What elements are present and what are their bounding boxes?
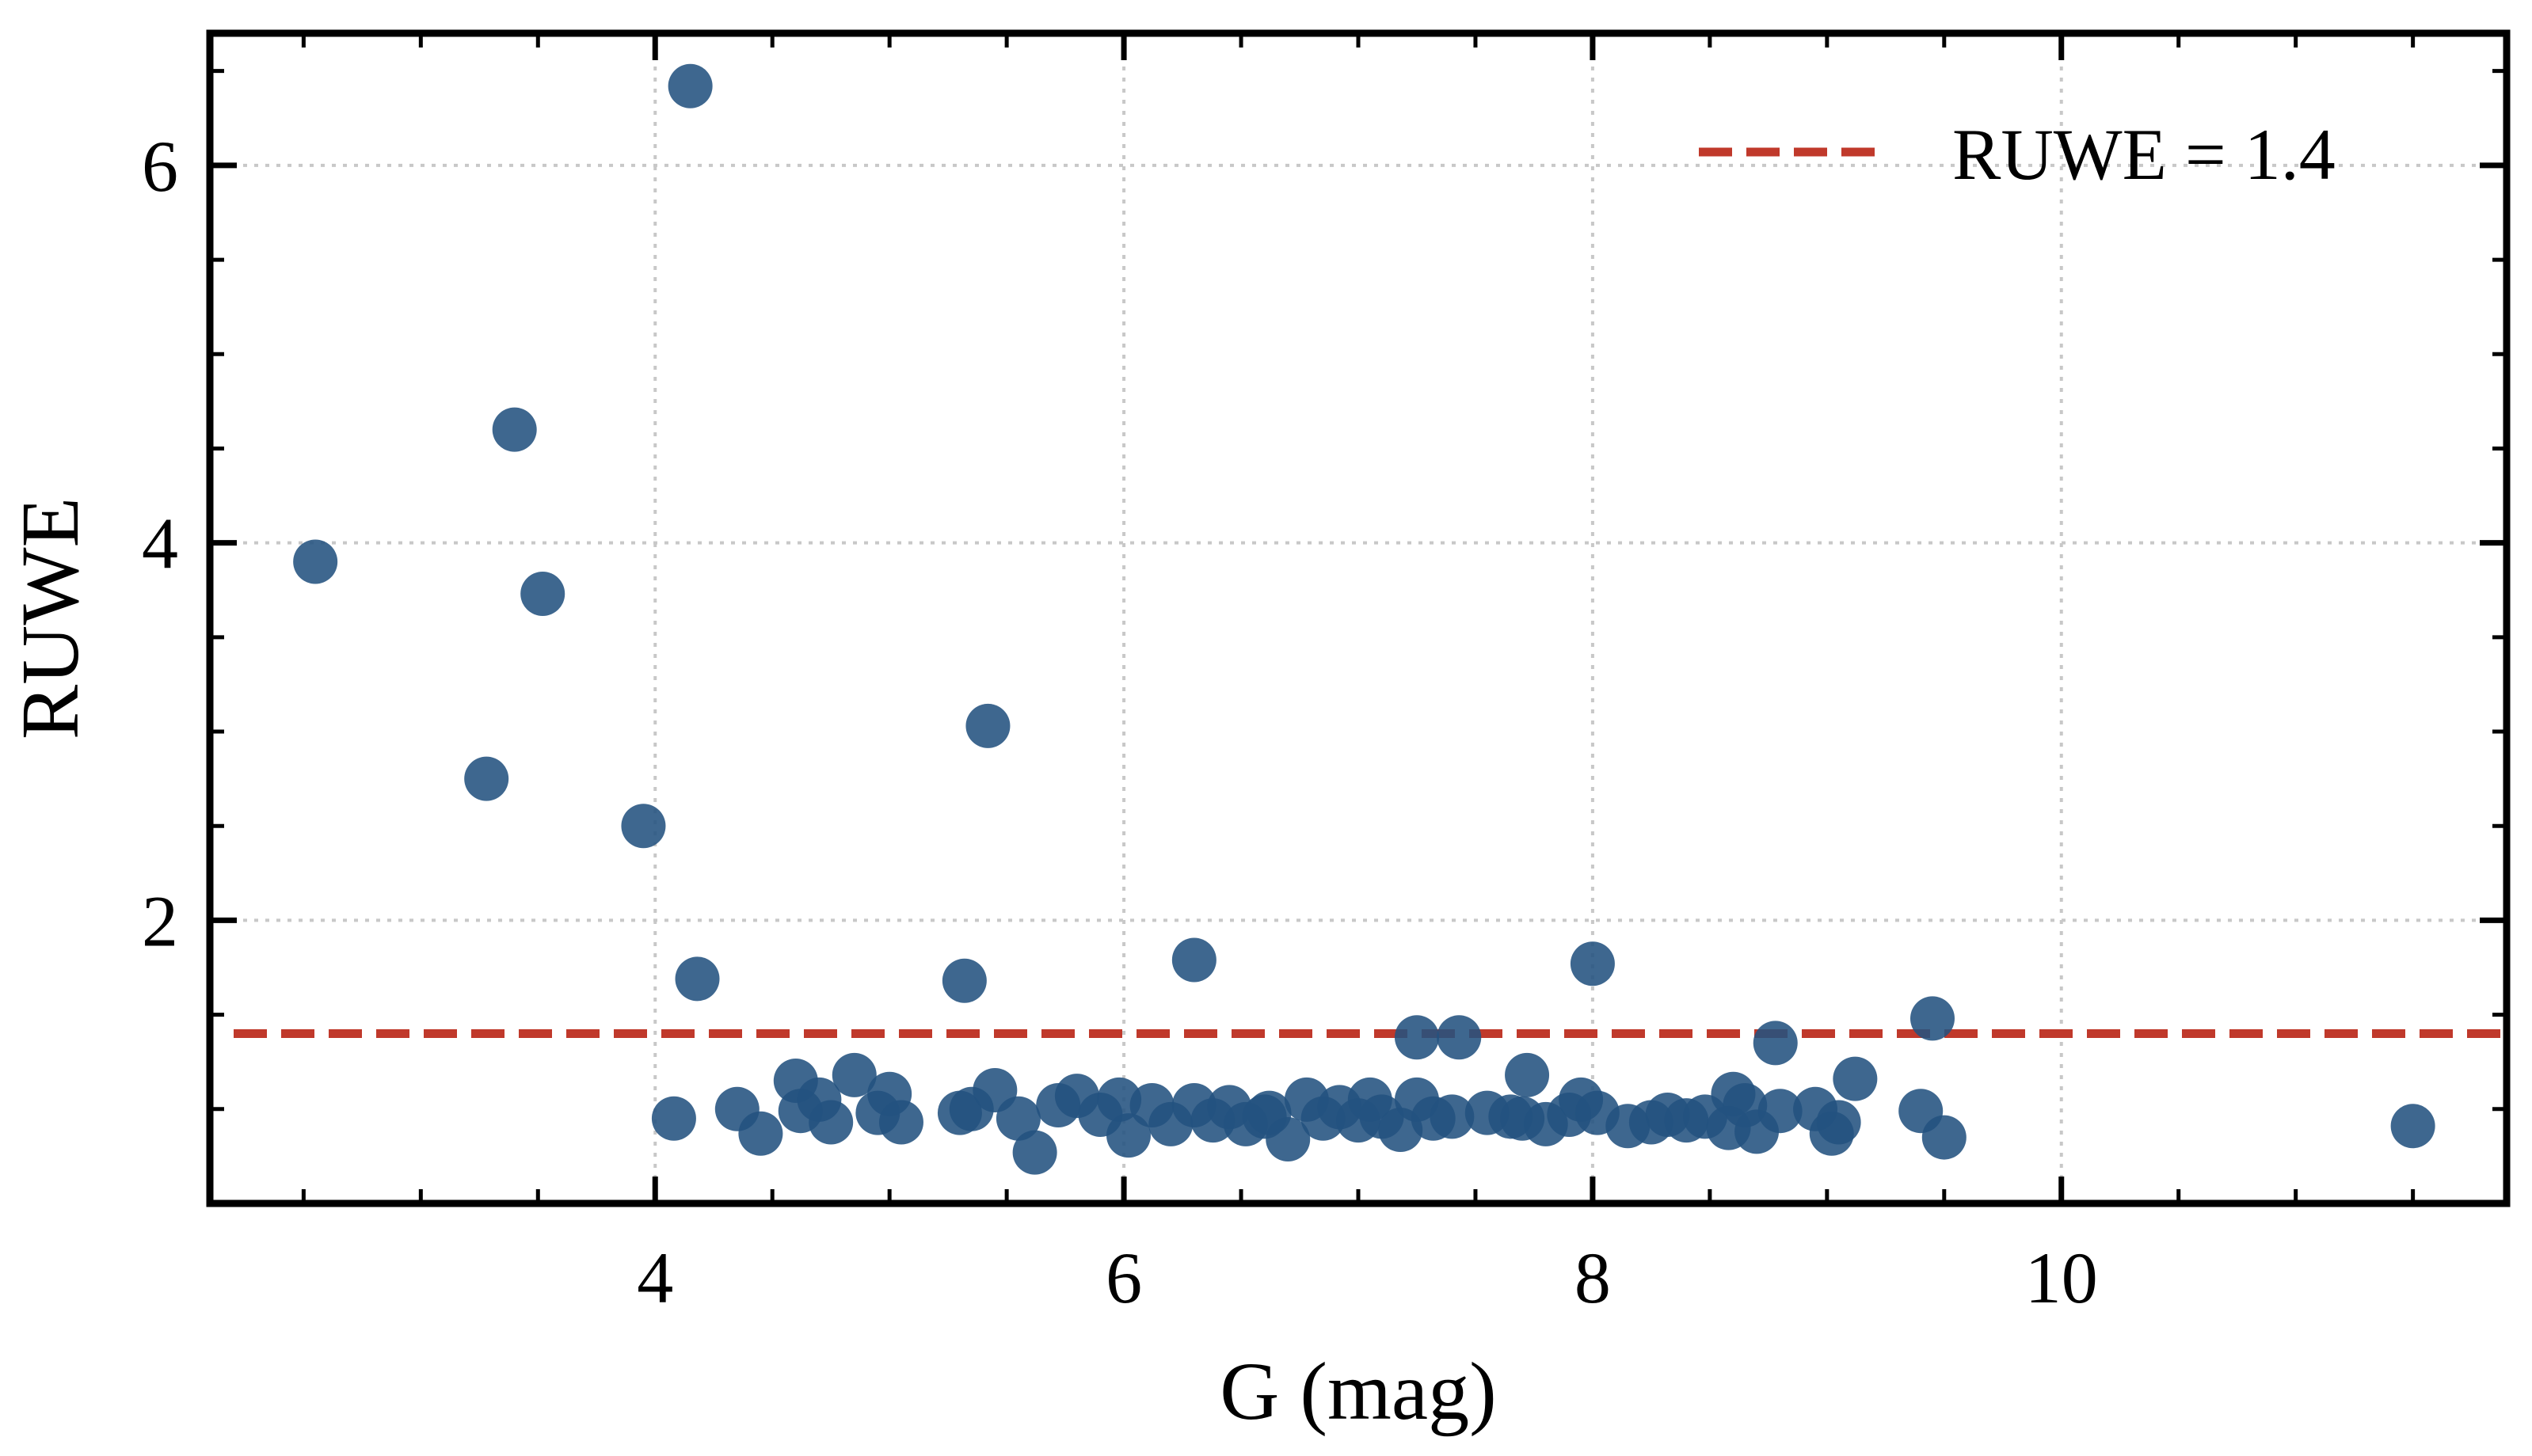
data-point bbox=[1753, 1021, 1798, 1066]
tick-labels: 4 6 8 10 2 4 6 bbox=[142, 126, 2098, 1318]
scatter-points bbox=[293, 63, 2435, 1175]
data-point bbox=[520, 572, 565, 617]
data-point bbox=[668, 63, 713, 108]
legend: RUWE = 1.4 bbox=[1699, 114, 2336, 195]
x-tick-label: 6 bbox=[1106, 1237, 1142, 1318]
y-axis-title: RUWE bbox=[5, 497, 96, 739]
x-tick-label: 8 bbox=[1574, 1237, 1611, 1318]
data-point bbox=[878, 1100, 923, 1145]
axis-ticks bbox=[210, 33, 2507, 1206]
data-point bbox=[1910, 996, 1955, 1041]
data-point bbox=[1757, 1089, 1803, 1134]
data-point bbox=[621, 804, 666, 849]
data-point bbox=[1570, 941, 1615, 987]
data-point bbox=[675, 956, 720, 1002]
legend-label: RUWE = 1.4 bbox=[1952, 114, 2336, 195]
plot-frame bbox=[206, 29, 2511, 1207]
data-point bbox=[1500, 1096, 1545, 1141]
x-axis-title: G (mag) bbox=[1220, 1346, 1496, 1437]
data-point bbox=[1106, 1113, 1151, 1158]
data-point bbox=[1430, 1094, 1475, 1139]
data-point bbox=[1505, 1052, 1550, 1097]
data-point bbox=[1394, 1015, 1439, 1060]
y-tick-label: 2 bbox=[142, 880, 178, 961]
y-tick-label: 6 bbox=[142, 126, 178, 207]
data-point bbox=[1097, 1077, 1142, 1122]
data-point bbox=[949, 1086, 994, 1131]
data-point bbox=[942, 958, 987, 1003]
data-point bbox=[832, 1052, 877, 1097]
data-point bbox=[1921, 1115, 1967, 1160]
data-point bbox=[1816, 1100, 1861, 1145]
data-point bbox=[1437, 1015, 1482, 1060]
data-point bbox=[778, 1089, 823, 1134]
x-tick-label: 4 bbox=[637, 1237, 673, 1318]
data-point bbox=[1833, 1056, 1878, 1101]
data-point bbox=[492, 407, 537, 452]
data-point bbox=[1171, 937, 1217, 983]
data-point bbox=[738, 1111, 783, 1156]
data-point bbox=[965, 703, 1011, 748]
data-point bbox=[464, 756, 509, 801]
x-tick-label: 10 bbox=[2025, 1237, 2098, 1318]
data-point bbox=[293, 539, 338, 584]
grid-lines bbox=[210, 33, 2507, 1203]
y-tick-label: 4 bbox=[142, 504, 178, 584]
data-point bbox=[1242, 1094, 1287, 1139]
data-point bbox=[651, 1096, 696, 1141]
data-point bbox=[2390, 1104, 2435, 1149]
data-point bbox=[1012, 1130, 1057, 1175]
data-point bbox=[1711, 1071, 1756, 1116]
data-point bbox=[996, 1096, 1041, 1141]
